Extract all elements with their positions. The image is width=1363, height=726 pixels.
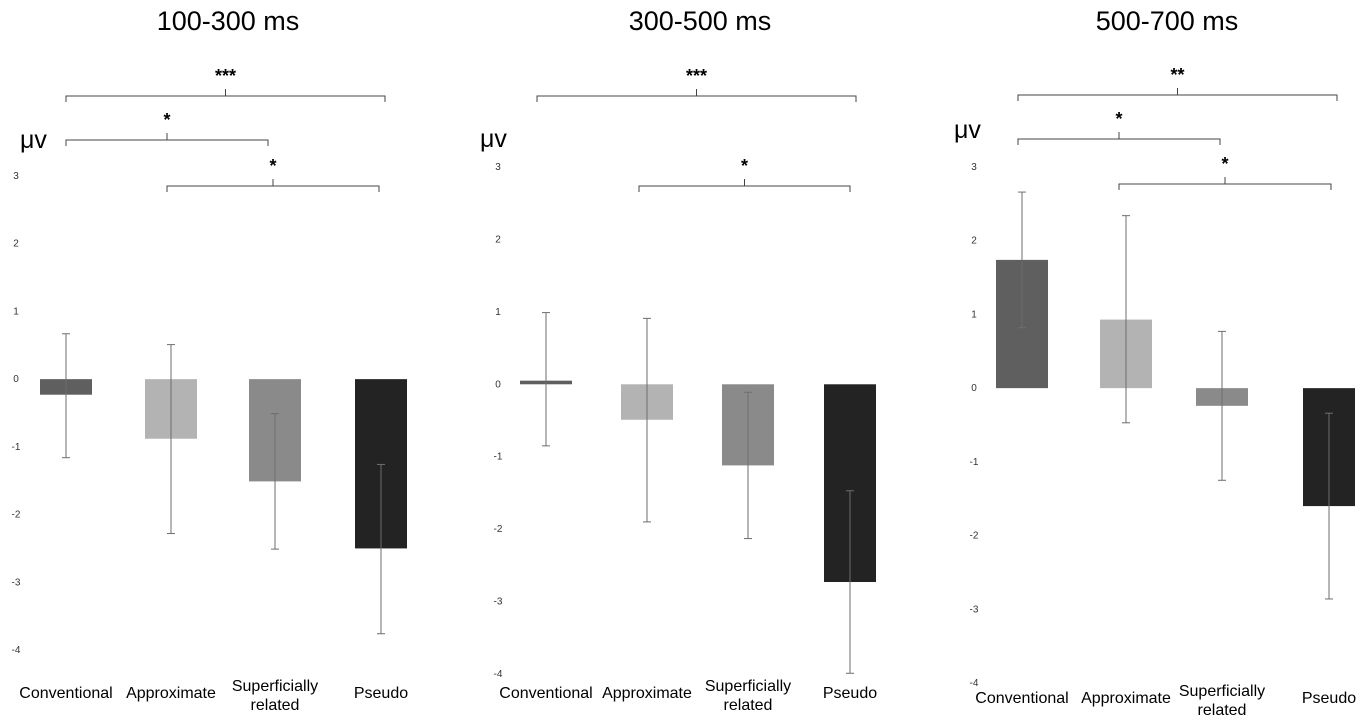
x-category-label: Pseudo <box>1302 690 1356 707</box>
y-tick-label: 0 <box>495 379 501 390</box>
y-tick-label: 2 <box>13 239 19 250</box>
x-category-label: related <box>724 697 773 714</box>
error-bar <box>62 333 70 459</box>
y-tick-label: -3 <box>12 577 21 588</box>
error-bar <box>846 490 854 674</box>
y-tick-label: -2 <box>970 531 979 542</box>
x-category-label: Conventional <box>499 685 592 702</box>
error-bar <box>1218 330 1226 481</box>
x-category-label: Pseudo <box>823 685 877 702</box>
y-tick-label: -3 <box>970 604 979 615</box>
significance-bracket-line <box>1017 88 1338 101</box>
y-tick-label: 1 <box>971 309 977 320</box>
y-tick-label: -4 <box>494 669 503 680</box>
significance-bracket <box>166 179 380 192</box>
y-tick-label: 0 <box>971 383 977 394</box>
significance-stars: *** <box>215 66 236 86</box>
x-category-label: related <box>251 697 300 714</box>
significance-stars: * <box>163 110 170 130</box>
y-axis-label: μv <box>20 126 47 154</box>
significance-stars: * <box>741 156 748 176</box>
y-tick-label: 3 <box>495 162 501 173</box>
x-category-label: Conventional <box>975 690 1068 707</box>
x-category-label: related <box>1198 702 1247 719</box>
x-category-label: Approximate <box>1081 690 1171 707</box>
significance-stars: * <box>1115 109 1122 129</box>
error-bar <box>542 312 550 447</box>
x-category-label: Pseudo <box>354 685 408 702</box>
chart-title: 500-700 ms <box>1096 6 1239 36</box>
significance-stars: *** <box>686 66 707 86</box>
x-category-label: Approximate <box>602 685 692 702</box>
significance-bracket <box>536 89 857 102</box>
error-bar <box>167 344 175 535</box>
y-tick-label: -1 <box>970 457 979 468</box>
significance-bracket <box>638 179 851 192</box>
error-bar <box>377 463 385 635</box>
significance-bracket-line <box>638 179 851 192</box>
significance-bracket <box>65 133 269 146</box>
y-tick-label: 2 <box>971 236 977 247</box>
significance-bracket-line <box>65 89 386 102</box>
y-tick-label: 1 <box>13 306 19 317</box>
y-tick-label: -4 <box>970 678 979 689</box>
y-tick-label: -3 <box>494 597 503 608</box>
y-tick-label: -2 <box>494 524 503 535</box>
significance-bracket-line <box>1017 132 1221 145</box>
error-bar <box>744 391 752 540</box>
significance-bracket-line <box>1118 177 1332 190</box>
significance-bracket-line <box>536 89 857 102</box>
significance-stars: ** <box>1170 65 1184 85</box>
y-tick-label: 0 <box>13 374 19 385</box>
y-tick-label: -1 <box>494 452 503 463</box>
chart-panel-1: 100-300 ms μv 3 2 1 0 -1 -2 -3 -4 Conventional Appr… <box>12 6 409 714</box>
significance-bracket <box>65 89 386 102</box>
significance-bracket <box>1118 177 1332 190</box>
error-bar <box>1018 191 1026 329</box>
error-bar <box>271 413 279 550</box>
y-tick-label: 3 <box>13 171 19 182</box>
x-category-label: Conventional <box>19 685 112 702</box>
y-axis-label: μv <box>480 125 507 153</box>
y-tick-label: 3 <box>971 162 977 173</box>
significance-bracket <box>1017 132 1221 145</box>
x-category-label: Approximate <box>126 685 216 702</box>
error-bar <box>643 317 651 523</box>
significance-bracket-line <box>65 133 269 146</box>
chart-title: 300-500 ms <box>629 6 772 36</box>
y-tick-label: 1 <box>495 307 501 318</box>
y-tick-label: -4 <box>12 645 21 656</box>
x-category-label: Superficially <box>705 678 791 695</box>
significance-bracket <box>1017 88 1338 101</box>
error-bar <box>1122 215 1130 424</box>
y-axis-label: μv <box>954 116 981 144</box>
significance-stars: * <box>1221 154 1228 174</box>
y-tick-label: -2 <box>12 510 21 521</box>
y-tick-label: 2 <box>495 234 501 245</box>
significance-bracket-line <box>166 179 380 192</box>
error-bar <box>1325 412 1333 600</box>
y-tick-label: -1 <box>12 442 21 453</box>
chart-title: 100-300 ms <box>157 6 300 36</box>
x-category-label: Superficially <box>1179 683 1265 700</box>
chart-panel-2: 300-500 ms μv 3 2 1 0 -1 -2 -3 -4 Conventional Appr… <box>480 6 877 714</box>
significance-stars: * <box>269 156 276 176</box>
x-category-label: Superficially <box>232 678 318 695</box>
